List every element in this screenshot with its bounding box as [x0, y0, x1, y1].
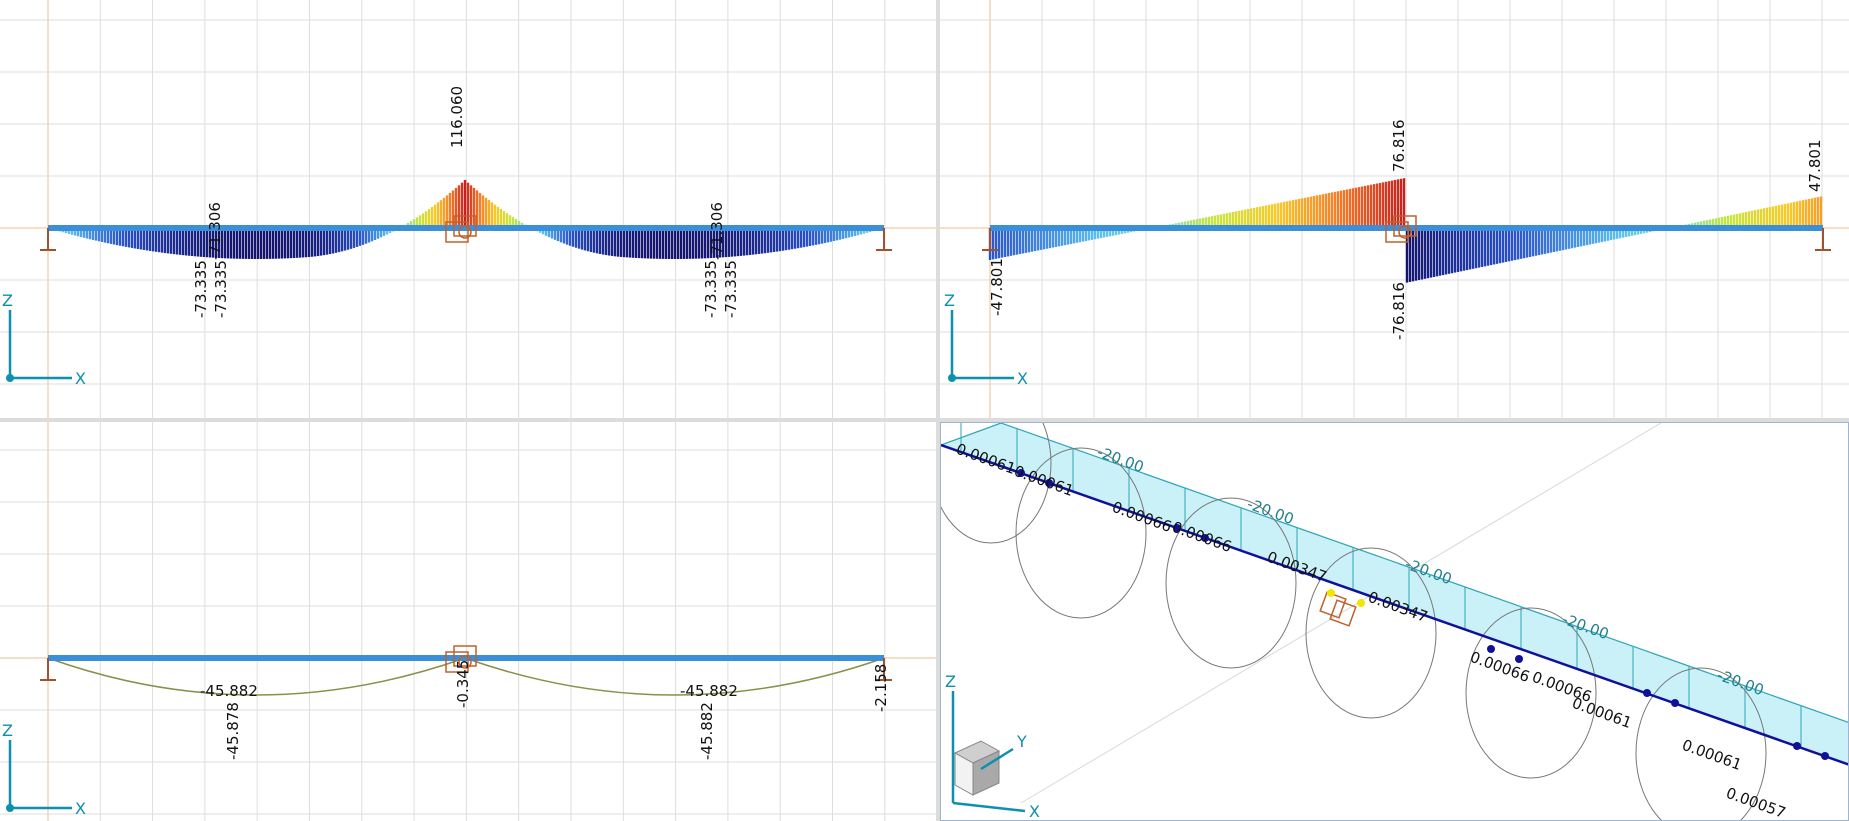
- grid: [0, 422, 936, 821]
- beam[interactable]: [941, 443, 1848, 766]
- isometric-viewport[interactable]: -20.00 -20.00 -20.00 -20.00 -20.00 0.000…: [940, 422, 1849, 821]
- support-left[interactable]: [40, 228, 56, 251]
- support-left[interactable]: [40, 658, 56, 681]
- load-hatch: [960, 423, 1802, 748]
- axis-label-y: Y: [1016, 732, 1027, 751]
- shear-label-left: -47.801: [988, 258, 1006, 316]
- shear-label-right: 47.801: [1806, 140, 1824, 193]
- axis-label-z: Z: [945, 672, 956, 691]
- axis-triad: Z X: [944, 291, 1028, 388]
- shear-diagram-viewport[interactable]: 76.816 -76.816 47.801 -47.801 Z X: [940, 0, 1849, 418]
- axis-label-z: Z: [2, 721, 13, 740]
- value-label-10: 0.00061: [1680, 736, 1744, 774]
- moment-label-span2-c: -71.306: [708, 202, 726, 260]
- deflection-label-right: -2.158: [872, 664, 890, 712]
- axis-label-x: X: [1029, 802, 1040, 820]
- axis-label-x: X: [1017, 369, 1028, 388]
- deflection-label-span1-bottom: -45.878: [224, 702, 242, 760]
- node-markers: [1017, 469, 1829, 760]
- moment-label-span1-c: -71.306: [206, 202, 224, 260]
- axis-triad: Z Y X: [945, 672, 1040, 820]
- axis-triad: Z X: [2, 291, 86, 388]
- support-middle[interactable]: [445, 215, 477, 243]
- axis-triad: Z X: [2, 721, 86, 818]
- deflection-label-span2-bottom: -45.882: [698, 702, 716, 760]
- support-middle[interactable]: [445, 645, 477, 673]
- moment-label-span1-a: -73.335: [192, 260, 210, 318]
- shear-label-mid-top: 76.816: [1390, 120, 1408, 173]
- distributed-load-area: [941, 423, 1848, 765]
- axis-label-z: Z: [944, 291, 955, 310]
- deflection-diagram-viewport[interactable]: -45.882 -45.878 -0.345 -45.882 -45.882 -…: [0, 422, 936, 821]
- rotation-ellipses: [941, 423, 1767, 820]
- axis-label-x: X: [75, 799, 86, 818]
- moment-label-span2-a: -73.335: [702, 260, 720, 318]
- moment-label-span1-b: -73.335: [212, 260, 230, 318]
- moment-fill: [49, 180, 884, 259]
- support-middle[interactable]: [1319, 589, 1365, 627]
- shear-label-mid-bottom: -76.816: [1390, 282, 1408, 340]
- moment-diagram-viewport[interactable]: 116.060 -73.335 -73.335 -71.306 -73.335 …: [0, 0, 936, 418]
- deflection-label-span1-top: -45.882: [200, 682, 258, 700]
- support-right[interactable]: [1815, 228, 1831, 251]
- deflection-label-middle: -0.345: [454, 660, 472, 708]
- value-label-7: 0.00066: [1468, 648, 1532, 686]
- axis-label-z: Z: [2, 291, 13, 310]
- support-left[interactable]: [982, 228, 998, 251]
- shear-diagram-canvas[interactable]: 76.816 -76.816 47.801 -47.801 Z X: [940, 0, 1849, 418]
- value-label-11: 0.00057: [1724, 784, 1788, 820]
- isometric-canvas[interactable]: -20.00 -20.00 -20.00 -20.00 -20.00 0.000…: [941, 423, 1848, 820]
- value-label-9: 0.00061: [1570, 694, 1634, 732]
- moment-label-peak: 116.060: [448, 86, 466, 148]
- moment-diagram-canvas[interactable]: 116.060 -73.335 -73.335 -71.306 -73.335 …: [0, 0, 936, 418]
- deflection-diagram-canvas[interactable]: -45.882 -45.878 -0.345 -45.882 -45.882 -…: [0, 422, 936, 821]
- support-right[interactable]: [876, 228, 892, 251]
- moment-label-span2-b: -73.335: [722, 260, 740, 318]
- support-right[interactable]: [876, 658, 892, 681]
- axis-label-x: X: [75, 369, 86, 388]
- deflection-label-span2-top: -45.882: [680, 682, 738, 700]
- view-cube[interactable]: [953, 740, 1001, 796]
- support-middle[interactable]: [1385, 215, 1417, 243]
